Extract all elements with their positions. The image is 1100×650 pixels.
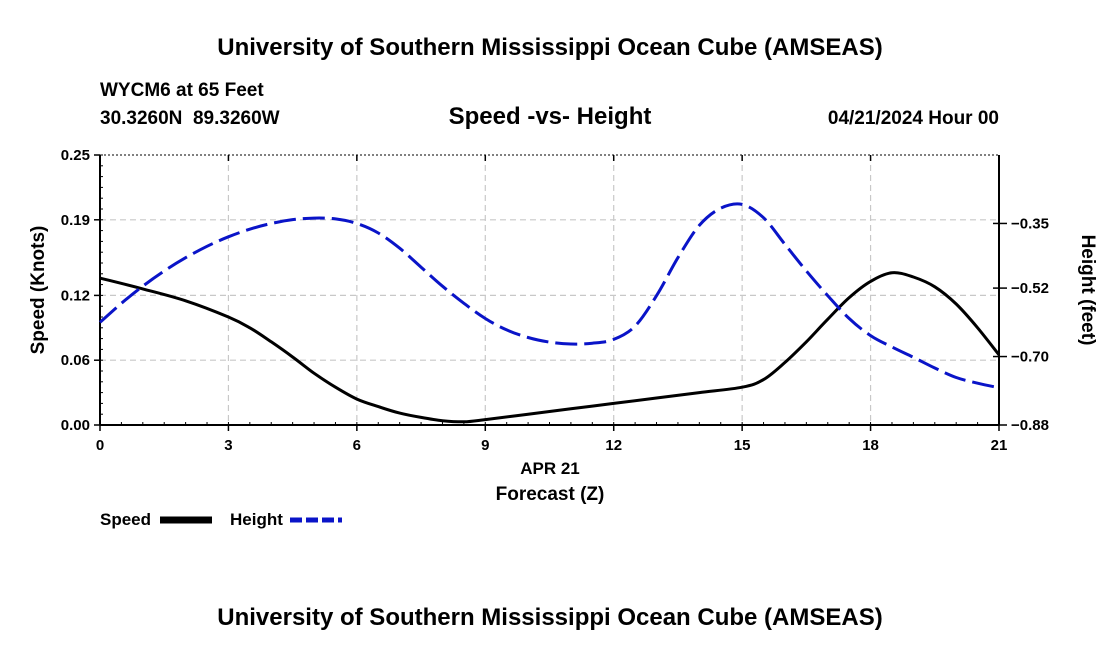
top-title: University of Southern Mississippi Ocean… — [217, 34, 882, 61]
x-tick-label: 18 — [862, 437, 879, 454]
y-axis-label: Speed (Knots) — [28, 226, 49, 355]
y2-tick-label: −0.52 — [1011, 280, 1049, 297]
x-tick-label: 12 — [605, 437, 622, 454]
x-tick-label: 9 — [481, 437, 489, 454]
y2-tick-label: −0.35 — [1011, 215, 1049, 232]
bottom-title: University of Southern Mississippi Ocean… — [217, 604, 882, 631]
series-line-speed — [99, 271, 1001, 424]
series-line-height — [99, 202, 1000, 390]
x-tick-label: 15 — [734, 437, 751, 454]
series-group — [99, 202, 1001, 424]
legend-label-speed: Speed — [100, 510, 151, 529]
y2-axis-label: Height (feet) — [1077, 235, 1098, 346]
y-tick-label: 0.12 — [61, 287, 90, 304]
y-tick-label: 0.19 — [61, 212, 90, 229]
y-axis-ticks: 0.00 0.06 0.12 0.19 0.25 — [61, 147, 100, 434]
y-tick-label: 0.25 — [61, 147, 90, 164]
y2-tick-label: −0.70 — [1011, 349, 1049, 366]
y2-tick-label: −0.88 — [1011, 417, 1049, 434]
x-axis-ticks: 0 3 6 9 12 15 18 21 — [96, 155, 1008, 454]
x-axis-sublabel: APR 21 — [520, 459, 580, 478]
y-tick-label: 0.00 — [61, 417, 90, 434]
chart-title: Speed -vs- Height — [449, 103, 652, 130]
x-tick-label: 0 — [96, 437, 104, 454]
legend: Speed Height — [100, 510, 342, 529]
x-axis-label: Forecast (Z) — [496, 484, 605, 505]
x-tick-label: 3 — [224, 437, 232, 454]
minor-ticks — [99, 154, 1000, 426]
coordinates-label: 30.3260N 89.3260W — [100, 108, 280, 129]
grid-lines — [100, 155, 999, 425]
x-tick-label: 21 — [991, 437, 1008, 454]
station-label: WYCM6 at 65 Feet — [100, 80, 264, 101]
legend-label-height: Height — [230, 510, 283, 529]
y2-axis-ticks: −0.88 −0.70 −0.52 −0.35 — [993, 215, 1049, 434]
x-tick-label: 6 — [353, 437, 361, 454]
date-label: 04/21/2024 Hour 00 — [828, 108, 999, 129]
y-tick-label: 0.06 — [61, 352, 90, 369]
